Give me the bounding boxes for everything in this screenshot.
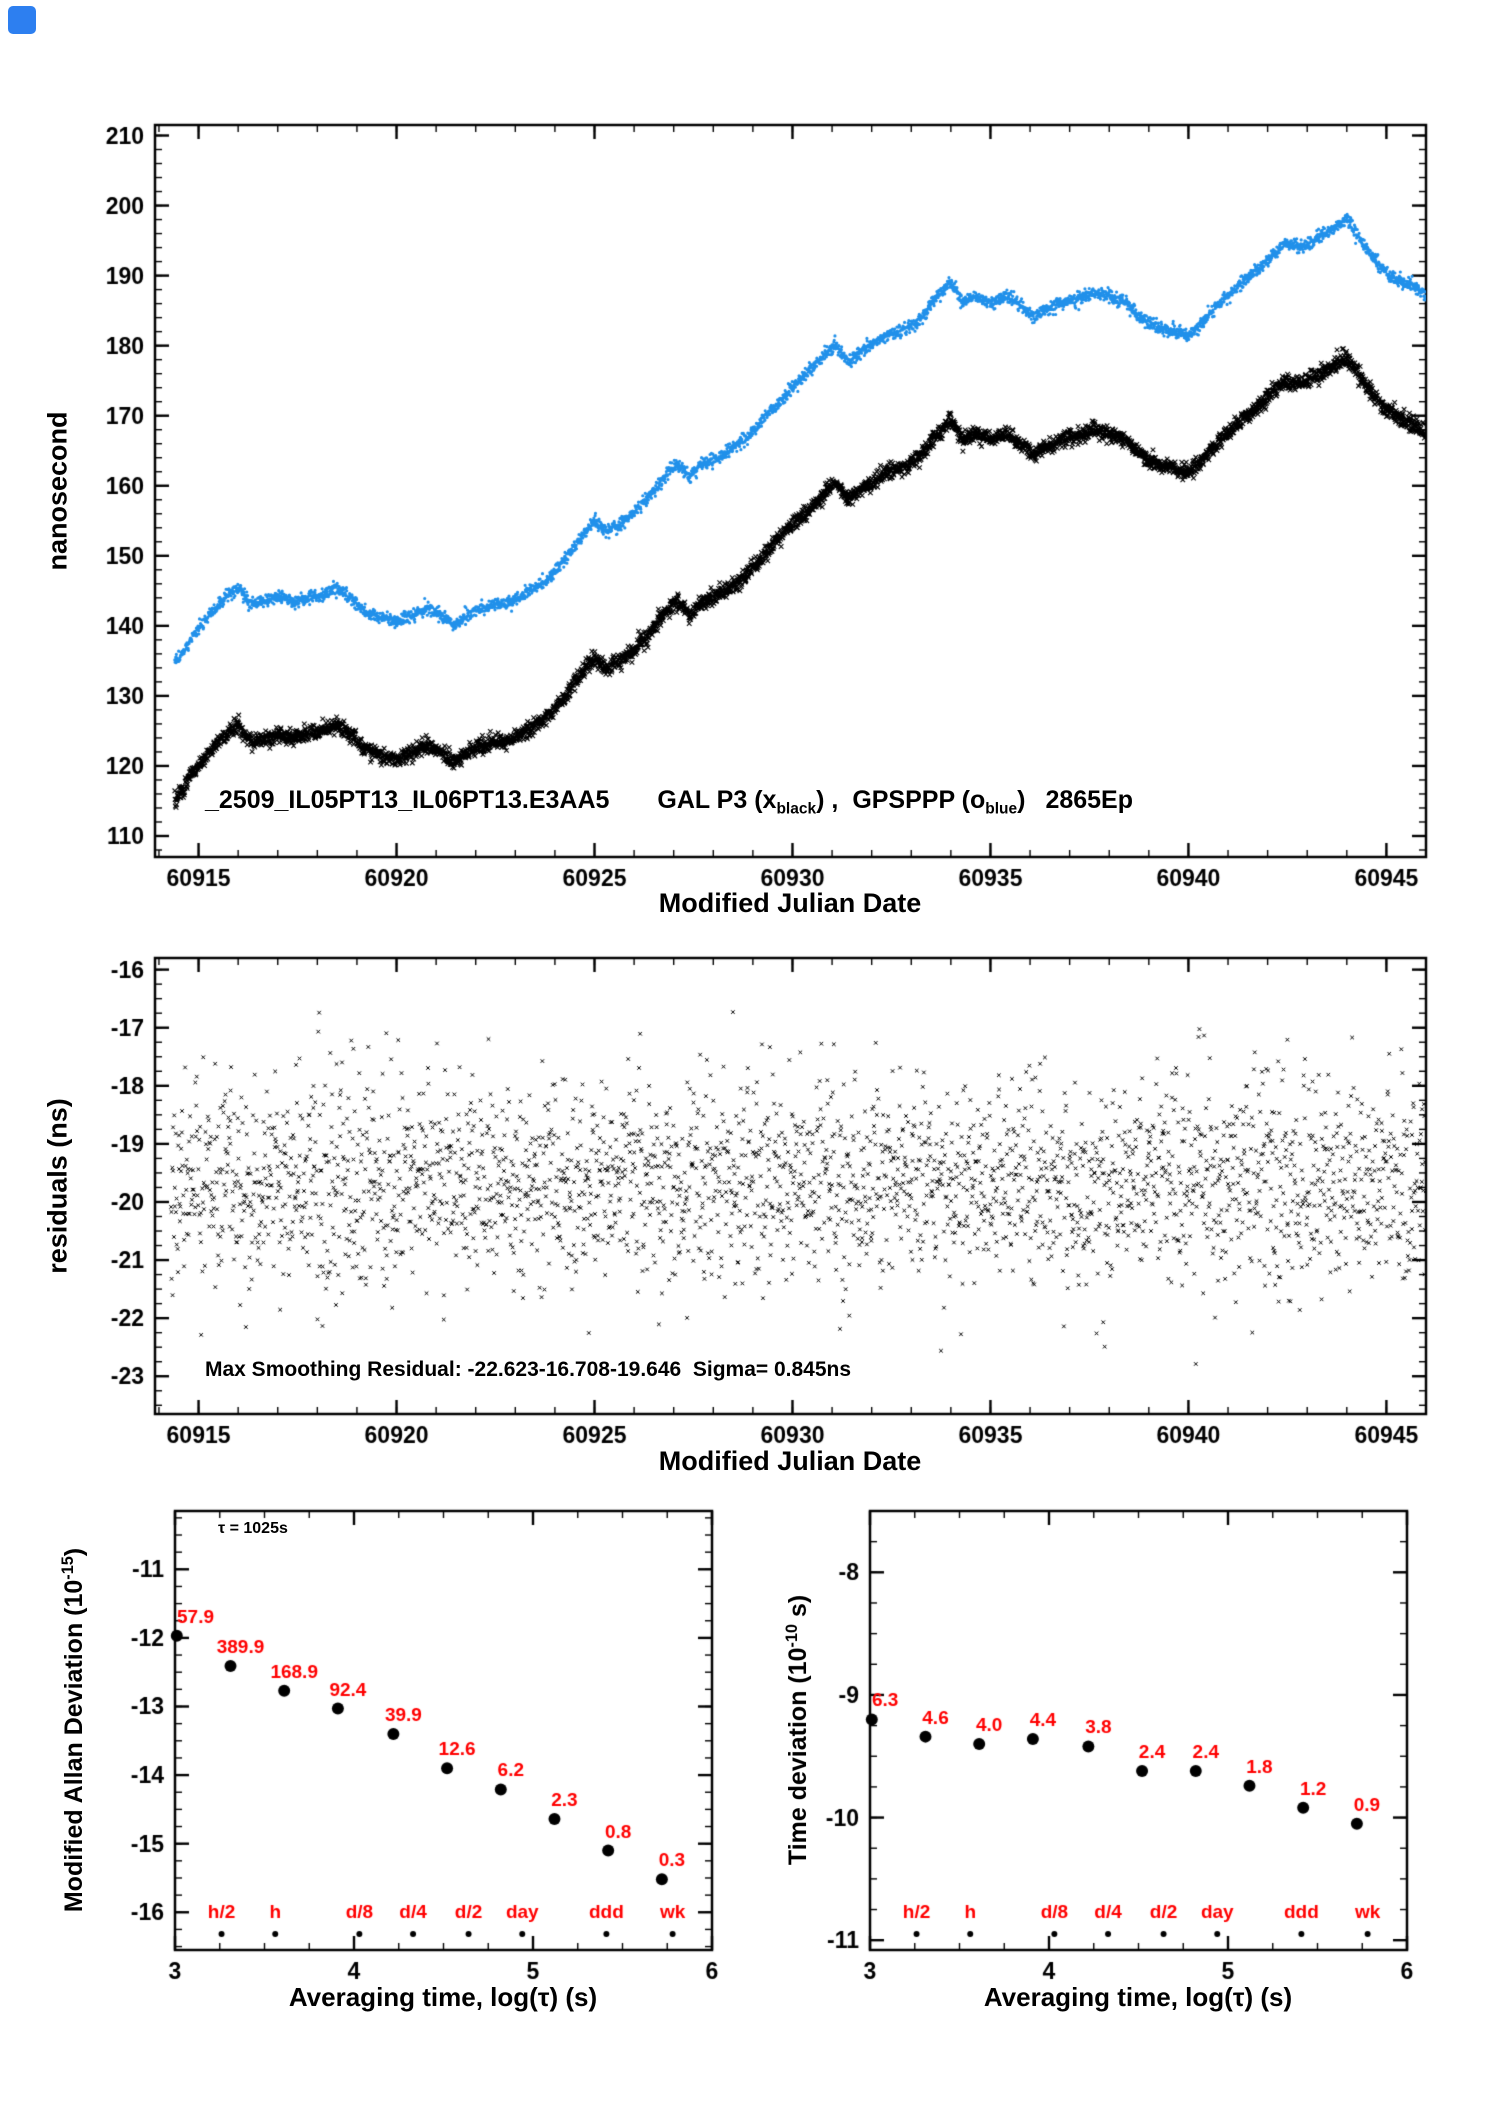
tdev-x-axis-label: Averaging time, log(τ) (s) <box>984 1982 1292 2013</box>
tdev-ylabel-text: Time deviation (10 <box>783 1647 812 1866</box>
top-x-axis-label: Modified Julian Date <box>658 888 922 918</box>
title-gal-label: GAL P3 (x <box>657 786 777 814</box>
mdev-y-axis-label: Modified Allan Deviation (10-15) <box>59 1548 89 1912</box>
tdev-xlabel-text: Averaging time, log( <box>983 1982 1233 2012</box>
title-sub-blue: blue <box>985 800 1018 818</box>
mdev-xlabel-text: Averaging time, log( <box>288 1982 538 2012</box>
title-gps-label: GPSPPP (o <box>852 786 986 814</box>
tdev-ylabel-exponent: -10 <box>783 1624 802 1648</box>
top-chart-title: _2509_IL05PT13_IL06PT13.E3AA5 GAL P3 (xbl… <box>205 786 1133 818</box>
title-separator: ) , <box>816 786 839 814</box>
residuals-annotation: Max Smoothing Residual: -22.623-16.708-1… <box>205 1358 852 1381</box>
residuals-x-axis-label: Modified Julian Date <box>658 1446 922 1476</box>
title-close-paren: ) <box>1017 786 1026 814</box>
mdev-x-axis-label: Averaging time, log(τ) (s) <box>289 1982 597 2013</box>
tdev-ylabel-close: s) <box>783 1594 812 1625</box>
residuals-y-axis-label: residuals (ns) <box>42 1098 73 1274</box>
mdev-ylabel-text: Modified Allan Deviation (10 <box>59 1579 88 1913</box>
mdev-xlabel-close: ) (s) <box>549 1982 598 2012</box>
tdev-y-axis-label: Time deviation (10-10 s) <box>783 1595 813 1865</box>
tau-symbol: τ <box>1232 1982 1245 2012</box>
mdev-ylabel-exponent: -15 <box>59 1556 78 1580</box>
tau-annotation: τ = 1025s <box>218 1520 288 1537</box>
tdev-xlabel-close: ) (s) <box>1244 1982 1293 2012</box>
top-y-axis-label: nanosecond <box>42 411 73 571</box>
title-epoch-count: 2865Ep <box>1045 786 1133 814</box>
tau-symbol: τ <box>537 1982 550 2012</box>
title-file-id: _2509_IL05PT13_IL06PT13.E3AA5 <box>205 786 610 814</box>
title-sub-black: black <box>776 800 817 818</box>
mdev-ylabel-close: ) <box>59 1547 88 1557</box>
